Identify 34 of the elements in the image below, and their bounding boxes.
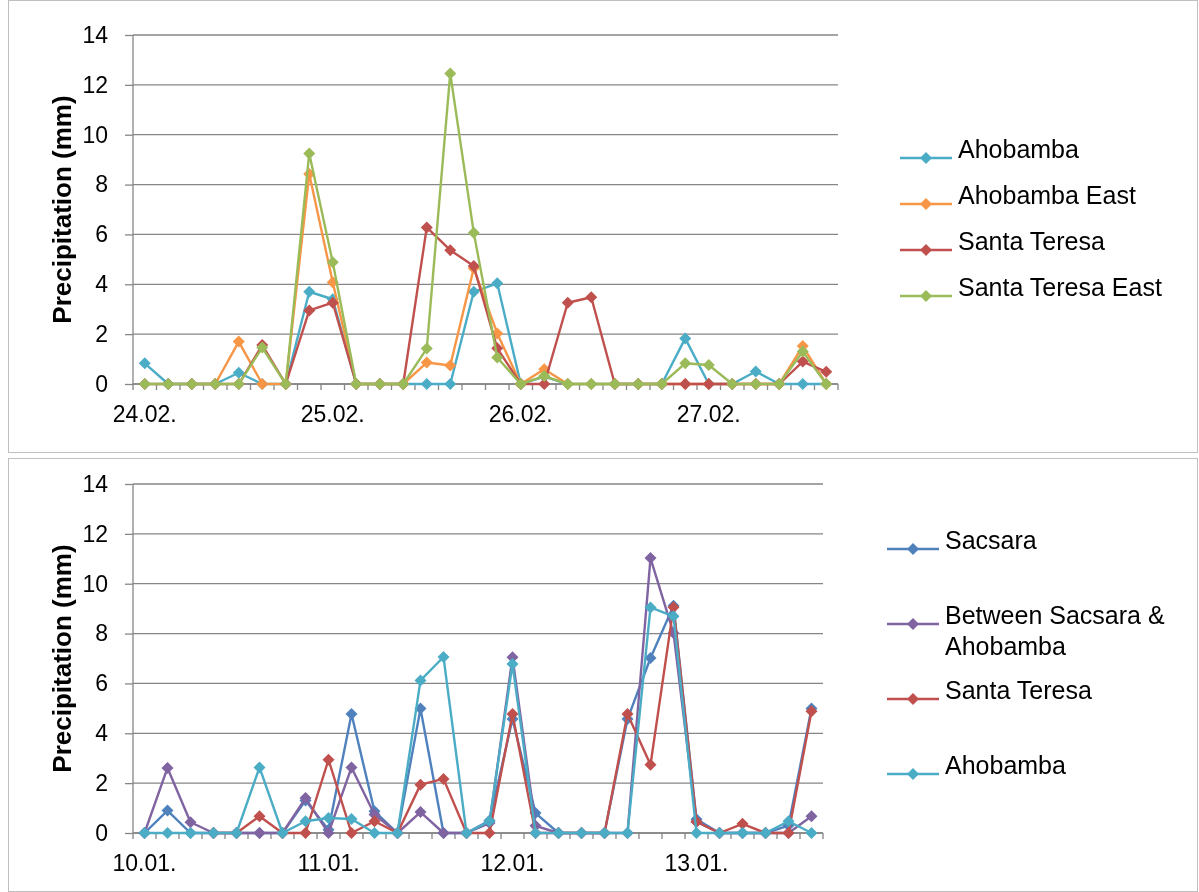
y-tick-label: 2 — [95, 770, 108, 796]
y-tick-label: 4 — [95, 720, 109, 747]
x-tick-label: 13.01. — [664, 850, 729, 877]
x-tick-label: 27.02. — [676, 401, 741, 428]
legend-label: Ahobamba — [945, 751, 1067, 779]
legend-label: Santa Teresa — [945, 676, 1092, 704]
y-axis-title: Precipitation (mm) — [47, 95, 77, 324]
legend-label: Ahobamba — [958, 135, 1080, 163]
y-tick-label: 0 — [95, 819, 108, 846]
x-tick-label: 12.01. — [480, 850, 545, 877]
y-tick-label: 8 — [95, 620, 108, 647]
y-tick-label: 8 — [95, 171, 108, 198]
y-tick-label: 12 — [82, 520, 108, 547]
x-tick-label: 26.02. — [488, 401, 553, 428]
legend-label: Santa Teresa East — [958, 273, 1162, 301]
y-tick-label: 12 — [82, 71, 108, 98]
legend-label: Between Sacsara & Ahobamba — [945, 601, 1165, 660]
x-tick-label: 11.01. — [297, 850, 360, 877]
x-tick-label: 24.02. — [112, 401, 177, 428]
y-tick-label: 10 — [82, 570, 108, 597]
legend-label: Ahobamba East — [958, 181, 1136, 209]
x-tick-label: 25.02. — [300, 401, 365, 428]
y-tick-label: 2 — [95, 321, 108, 347]
legend-label: Santa Teresa — [958, 227, 1105, 255]
y-axis-title: Precipitation (mm) — [47, 544, 77, 773]
y-tick-label: 0 — [95, 370, 108, 397]
y-tick-label: 6 — [95, 221, 108, 248]
x-tick-label: 10.01. — [112, 850, 177, 877]
y-tick-label: 10 — [82, 121, 108, 148]
y-tick-label: 6 — [95, 670, 108, 697]
y-tick-label: 14 — [82, 470, 109, 497]
legend-label: Sacsara — [945, 526, 1037, 554]
y-tick-label: 14 — [82, 21, 109, 48]
y-tick-label: 4 — [95, 271, 109, 298]
